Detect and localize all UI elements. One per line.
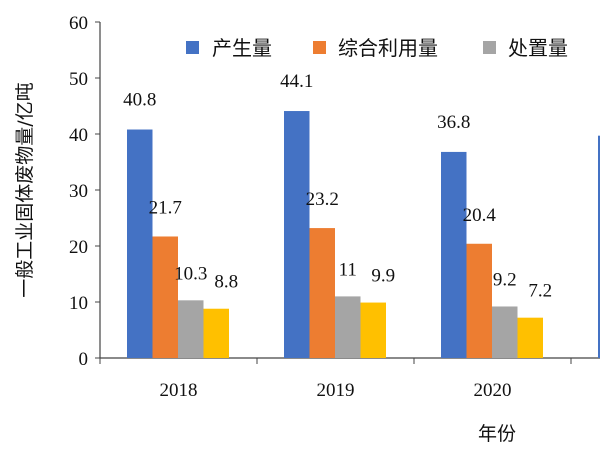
bar [284,111,310,358]
legend-label: 处置量 [508,36,568,60]
data-label: 20.4 [463,205,497,226]
x-tick-label: 2019 [317,380,355,401]
data-label: 7.2 [528,281,552,302]
data-label: 44.1 [280,71,313,92]
data-label: 9.2 [493,269,517,290]
y-tick-label: 50 [69,69,88,90]
y-axis-title: 一般工业固体废物量/亿吨 [14,82,36,297]
x-axis-title: 年份 [478,423,516,445]
legend-label: 综合利用量 [338,36,438,60]
bar [178,300,204,358]
x-tick-label: 2020 [474,380,512,401]
data-label: 21.7 [149,197,182,218]
y-tick-label: 20 [69,237,88,258]
legend-swatch [186,41,199,54]
bar [203,308,229,358]
x-tick-label: 2018 [160,380,198,401]
bar [517,317,543,358]
data-labels-layer: 40.844.136.8321.723.220.410.3119.28.89.9… [123,71,552,302]
data-label: 10.3 [174,263,207,284]
bar [152,236,178,358]
data-label: 40.8 [123,90,156,111]
data-label: 36.8 [437,112,470,133]
data-label: 9.9 [371,266,395,287]
legend-swatch [313,41,326,54]
y-tick-label: 10 [69,293,88,314]
data-label: 11 [339,259,357,280]
bar [441,151,467,358]
legend-label: 产生量 [212,36,272,60]
legend: 产生量 综合利用量 处置量 [186,36,568,60]
bar [598,135,600,358]
bar [492,306,518,358]
y-tick-label: 40 [69,125,88,146]
bar [309,228,335,358]
bar [335,296,361,358]
y-tick-label: 0 [79,349,89,370]
bar [466,243,492,358]
bar [360,302,386,358]
bars-layer [127,111,600,358]
y-tick-label: 60 [69,13,88,34]
legend-swatch [483,41,496,54]
bar [127,129,153,358]
y-tick-label: 30 [69,181,88,202]
data-label: 23.2 [306,189,339,210]
data-label: 8.8 [214,272,238,293]
axes-layer: 0 10 20 30 40 50 60 2018 2019 2020 [69,13,600,401]
